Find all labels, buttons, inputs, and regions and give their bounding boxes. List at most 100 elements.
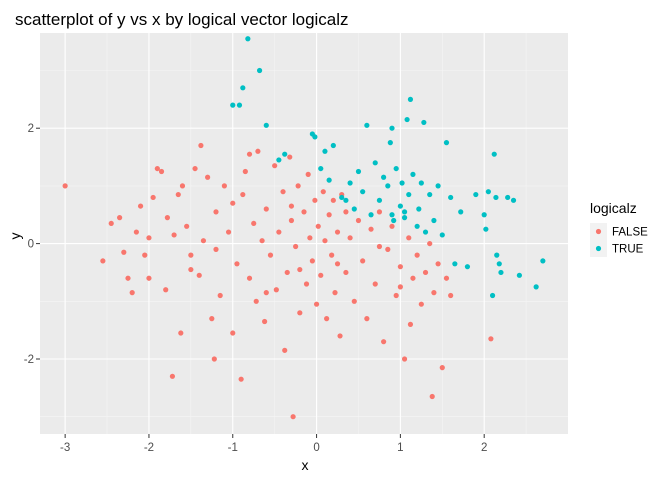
point-false bbox=[150, 194, 156, 201]
point-false bbox=[263, 290, 269, 296]
point-true bbox=[510, 197, 517, 203]
point-true bbox=[389, 212, 395, 218]
point-true bbox=[422, 229, 429, 235]
point-true bbox=[493, 194, 499, 201]
point-false bbox=[385, 246, 391, 252]
point-false bbox=[429, 393, 435, 400]
point-true bbox=[505, 194, 511, 201]
point-true bbox=[427, 191, 433, 198]
x-tick-label: -3 bbox=[60, 442, 70, 454]
point-true bbox=[360, 189, 366, 195]
point-false bbox=[184, 223, 190, 229]
point-false bbox=[154, 165, 160, 172]
legend: logicalz FALSE TRUE bbox=[590, 200, 648, 257]
point-true bbox=[318, 165, 324, 172]
point-true bbox=[418, 180, 424, 186]
point-false bbox=[287, 154, 293, 160]
legend-label-true: TRUE bbox=[612, 244, 644, 256]
point-true bbox=[387, 140, 393, 146]
point-false bbox=[290, 414, 296, 420]
point-false bbox=[439, 365, 445, 371]
point-false bbox=[188, 266, 194, 273]
point-false bbox=[303, 281, 310, 287]
point-false bbox=[305, 171, 311, 177]
point-false bbox=[326, 212, 332, 218]
series-true bbox=[230, 36, 546, 299]
point-true bbox=[473, 191, 479, 198]
point-false bbox=[324, 316, 330, 322]
point-false bbox=[301, 209, 307, 215]
point-false bbox=[100, 258, 106, 264]
point-false bbox=[137, 203, 144, 209]
point-false bbox=[427, 240, 433, 247]
point-false bbox=[146, 275, 152, 281]
point-true bbox=[448, 194, 454, 201]
point-false bbox=[307, 235, 313, 241]
point-true bbox=[401, 209, 408, 215]
point-false bbox=[448, 292, 454, 299]
point-false bbox=[200, 238, 207, 244]
point-true bbox=[391, 217, 397, 224]
point-false bbox=[295, 183, 301, 189]
point-false bbox=[443, 275, 450, 281]
point-true bbox=[282, 151, 288, 157]
point-false bbox=[146, 235, 152, 241]
point-false bbox=[255, 148, 261, 154]
legend-key-true bbox=[595, 245, 602, 252]
x-tick-label: 1 bbox=[397, 442, 403, 454]
point-true bbox=[414, 223, 420, 229]
point-true bbox=[372, 160, 378, 166]
point-false bbox=[205, 174, 211, 180]
point-false bbox=[282, 347, 288, 353]
point-false bbox=[221, 183, 227, 189]
point-true bbox=[368, 212, 374, 218]
x-tick-label: -1 bbox=[228, 442, 238, 454]
point-true bbox=[494, 252, 500, 258]
point-false bbox=[397, 264, 403, 270]
point-true bbox=[483, 226, 489, 232]
point-false bbox=[246, 275, 253, 281]
point-true bbox=[381, 174, 387, 180]
point-false bbox=[169, 373, 176, 379]
point-true bbox=[236, 102, 243, 108]
point-false bbox=[337, 333, 343, 339]
point-false bbox=[418, 301, 424, 307]
point-true bbox=[421, 119, 427, 126]
point-false bbox=[196, 272, 202, 278]
point-true bbox=[404, 116, 410, 123]
point-false bbox=[171, 232, 177, 238]
point-false bbox=[334, 229, 341, 235]
point-true bbox=[330, 142, 336, 149]
point-false bbox=[125, 275, 131, 281]
point-true bbox=[322, 148, 328, 154]
x-tick-label: 2 bbox=[481, 442, 487, 454]
y-axis-title: y bbox=[7, 233, 23, 240]
point-false bbox=[435, 261, 441, 267]
point-false bbox=[313, 301, 320, 307]
point-false bbox=[164, 215, 170, 221]
point-false bbox=[251, 220, 257, 227]
panel-background bbox=[40, 33, 568, 434]
point-true bbox=[263, 122, 269, 128]
point-false bbox=[389, 223, 395, 229]
point-true bbox=[489, 292, 496, 299]
point-false bbox=[297, 310, 303, 316]
point-true bbox=[458, 209, 464, 215]
point-false bbox=[320, 189, 326, 195]
point-false bbox=[213, 246, 219, 252]
point-false bbox=[242, 168, 248, 175]
point-false bbox=[129, 290, 135, 296]
point-false bbox=[407, 321, 414, 327]
point-false bbox=[288, 217, 295, 224]
point-false bbox=[414, 252, 420, 258]
point-true bbox=[351, 206, 357, 212]
point-false bbox=[198, 142, 204, 149]
point-false bbox=[267, 252, 274, 258]
point-false bbox=[273, 287, 279, 293]
point-false bbox=[343, 209, 349, 215]
point-false bbox=[351, 298, 357, 304]
point-true bbox=[407, 96, 414, 102]
point-true bbox=[339, 194, 345, 201]
point-false bbox=[410, 275, 416, 281]
